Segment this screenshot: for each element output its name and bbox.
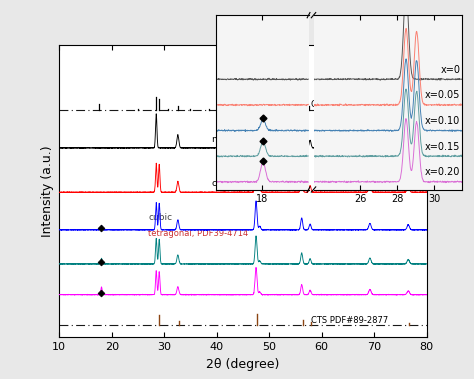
Text: x=0.05: x=0.05 xyxy=(425,90,460,100)
Y-axis label: Intensity (a.u.): Intensity (a.u.) xyxy=(41,146,54,237)
Text: x=0.20: x=0.20 xyxy=(425,167,460,177)
Text: x=0: x=0 xyxy=(440,65,460,75)
Text: monoclinic: monoclinic xyxy=(211,135,261,144)
Text: tetragonal, PDF39-4714: tetragonal, PDF39-4714 xyxy=(148,229,249,238)
Text: CTS PDF#89-2877: CTS PDF#89-2877 xyxy=(311,316,388,325)
X-axis label: 2θ (degree): 2θ (degree) xyxy=(206,358,280,371)
Text: cubic: cubic xyxy=(148,213,173,222)
Text: x=0.10: x=0.10 xyxy=(425,116,460,126)
Text: cubic: cubic xyxy=(211,179,236,188)
Text: x=0.15: x=0.15 xyxy=(425,141,460,152)
Text: CTS PDF#27-0198: CTS PDF#27-0198 xyxy=(311,100,388,109)
